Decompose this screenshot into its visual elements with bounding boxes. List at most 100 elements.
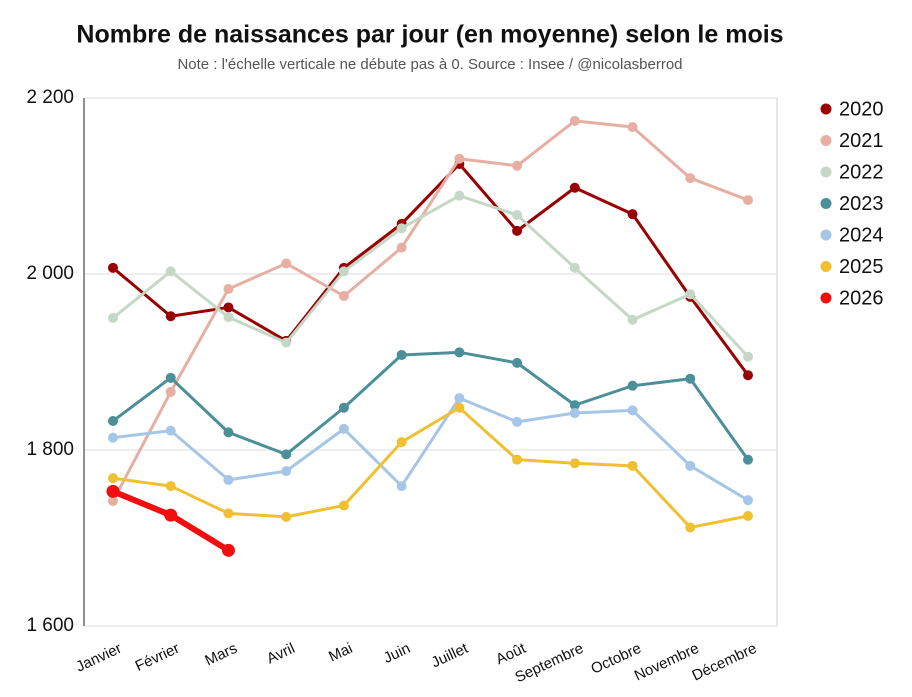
data-point: [223, 474, 234, 485]
data-point: [338, 291, 349, 301]
data-point: [108, 432, 118, 443]
data-point: [512, 454, 523, 465]
data-point: [281, 511, 292, 522]
series-line: [111, 350, 750, 462]
legend-label: 2026: [839, 287, 884, 309]
data-point: [685, 289, 696, 300]
data-point: [569, 400, 580, 411]
data-point: [454, 393, 465, 404]
y-tick-label: 2 200: [26, 87, 74, 108]
data-point: [396, 349, 407, 360]
x-tick-label: Mai: [326, 640, 355, 666]
data-point: [165, 311, 176, 322]
data-point: [743, 370, 753, 381]
legend-marker: [820, 135, 832, 146]
data-point: [223, 283, 234, 294]
data-point: [396, 242, 407, 253]
x-tick-label: Avril: [264, 640, 297, 668]
data-point: [569, 262, 580, 273]
x-tick-label: Janvier: [73, 640, 124, 676]
data-point: [627, 209, 638, 220]
y-tick-label: 1 800: [26, 439, 74, 460]
data-point: [108, 496, 118, 507]
legend-label: 2020: [839, 98, 884, 120]
x-tick-label: Juin: [381, 640, 413, 667]
data-point: [165, 372, 176, 383]
data-point: [165, 386, 176, 397]
data-point: [743, 454, 753, 465]
data-point: [627, 314, 638, 325]
data-point: [743, 195, 753, 206]
data-point: [108, 262, 118, 273]
data-point: [108, 313, 118, 323]
data-point: [685, 373, 696, 384]
data-point: [338, 423, 349, 434]
legend-marker: [820, 103, 832, 115]
chart-subtitle: Note : l'échelle verticale ne débute pas…: [177, 56, 682, 73]
data-point: [569, 408, 580, 419]
data-point: [396, 223, 407, 234]
data-point: [338, 266, 349, 277]
data-point: [454, 402, 465, 413]
series-line: [111, 162, 750, 377]
legend-marker: [820, 166, 832, 178]
series-line: [111, 194, 750, 359]
y-tick-label: 2 000: [26, 263, 74, 284]
x-tick-label: Février: [133, 640, 182, 675]
series-line: [111, 396, 750, 502]
data-point: [569, 115, 580, 126]
data-point: [454, 153, 465, 164]
data-point: [743, 495, 753, 506]
x-tick-label: Mars: [202, 640, 239, 669]
legend-label: 2025: [839, 256, 884, 278]
legend-label: 2023: [839, 193, 884, 215]
data-point: [627, 460, 638, 471]
legend-marker: [820, 261, 832, 272]
data-point: [512, 160, 523, 171]
x-tick-label: Août: [493, 639, 529, 668]
data-point: [396, 481, 407, 492]
x-tick-label: Juillet: [429, 639, 472, 671]
data-point: [627, 380, 638, 391]
data-point: [512, 210, 523, 221]
data-point: [165, 266, 176, 277]
data-point: [512, 416, 523, 427]
x-tick-label: Décembre: [689, 640, 759, 685]
data-point: [281, 449, 292, 460]
data-point: [108, 415, 118, 426]
data-point: [685, 460, 696, 471]
x-tick-label: Novembre: [632, 640, 702, 685]
legend-marker: [820, 292, 832, 304]
data-point: [569, 182, 580, 193]
data-point: [223, 302, 234, 313]
data-point: [165, 425, 176, 436]
series-line: [111, 406, 750, 529]
data-point: [223, 427, 234, 438]
data-point: [338, 402, 349, 413]
legend-label: 2024: [839, 224, 884, 246]
data-point: [685, 522, 696, 533]
data-point: [743, 511, 753, 521]
legend-marker: [820, 229, 832, 241]
series-line: [111, 119, 750, 503]
chart-title: Nombre de naissances par jour (en moyenn…: [76, 21, 783, 49]
data-point: [223, 508, 234, 519]
legend-label: 2022: [839, 161, 884, 183]
data-point: [454, 190, 465, 201]
data-point: [685, 173, 696, 184]
data-point: [743, 351, 753, 362]
data-point: [221, 543, 235, 557]
data-point: [569, 458, 580, 469]
data-point: [512, 225, 523, 236]
data-point: [164, 508, 178, 522]
data-point: [223, 312, 234, 323]
data-point: [281, 337, 292, 348]
data-point: [108, 473, 118, 484]
legend-label: 2021: [839, 130, 884, 152]
y-tick-label: 1 600: [26, 615, 74, 636]
data-point: [627, 405, 638, 416]
data-point: [396, 437, 407, 448]
data-point: [454, 347, 465, 358]
data-point: [281, 466, 292, 477]
data-point: [281, 258, 292, 269]
